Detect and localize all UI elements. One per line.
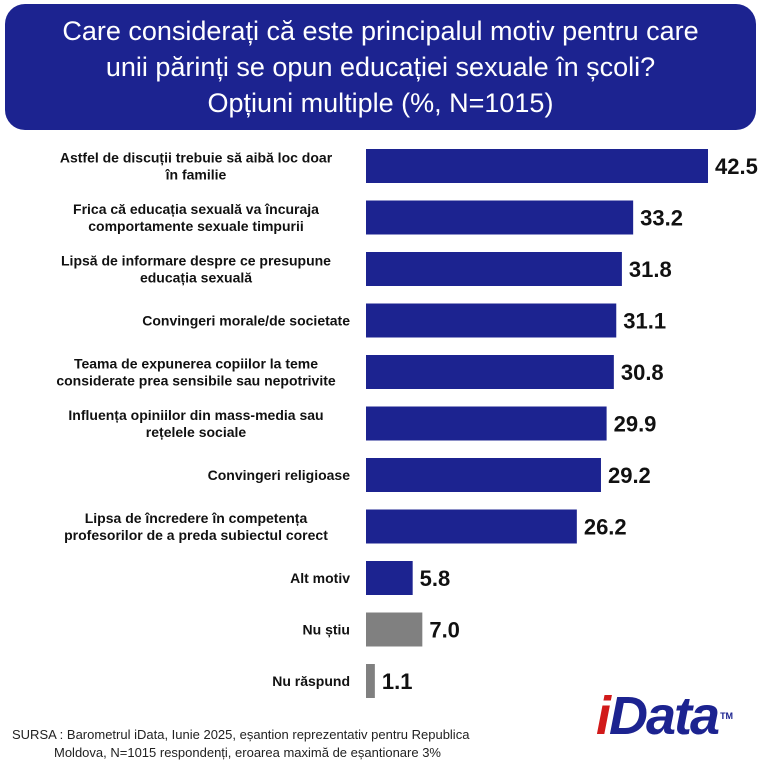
category-label-8: Lipsa de încredere în competența profesor… — [64, 510, 328, 543]
bar-5 — [366, 355, 614, 389]
category-label-5: Teama de expunerea copiilor la teme consi… — [56, 356, 336, 389]
chart-title-line-3: Opțiuni multiple (%, N=1015) — [207, 88, 554, 118]
category-label-11: Nu răspund — [272, 673, 350, 689]
logo-letter-i: i — [596, 686, 611, 746]
source-line-1: SURSA : Barometrul iData, Iunie 2025, eș… — [12, 727, 470, 742]
category-label-2: Frica că educația sexuală va încuraja com… — [73, 201, 319, 234]
chart-title-line-1: Care considerați că este principalul mot… — [62, 16, 699, 46]
bar-value-label-11: 1.1 — [382, 669, 413, 694]
bar-value-label-5: 30.8 — [621, 360, 664, 385]
bar-value-label-7: 29.2 — [608, 463, 651, 488]
bar-4 — [366, 303, 617, 338]
category-label-4: Convingeri morale/de societate — [142, 313, 350, 329]
category-label-1: Astfel de discuții trebuie să aibă loc d… — [60, 150, 333, 183]
category-label-7: Convingeri religioase — [208, 467, 351, 483]
chart-title-line-2: unii părinți se opun educației sexuale î… — [105, 52, 656, 82]
bar-6 — [366, 406, 607, 441]
bar-value-label-1: 42.5 — [715, 154, 758, 179]
source-note: SURSA : Barometrul iData, Iunie 2025, eș… — [12, 726, 572, 762]
bar-1 — [366, 149, 708, 183]
bar-value-label-8: 26.2 — [584, 515, 627, 540]
bar-value-label-9: 5.8 — [420, 566, 451, 591]
chart-title: Care considerați că este principalul mot… — [5, 4, 756, 130]
bar-11 — [366, 664, 375, 698]
category-label-3: Lipsă de informare despre ce presupune ed… — [61, 253, 331, 286]
idata-logo: iData TM — [596, 686, 733, 746]
bar-value-label-10: 7.0 — [429, 618, 460, 643]
bar-8 — [366, 509, 577, 544]
bar-3 — [366, 252, 622, 286]
source-line-2: Moldova, N=1015 respondenți, eroarea max… — [54, 745, 441, 760]
logo-letters-data: Data — [609, 686, 720, 746]
bar-value-label-4: 31.1 — [623, 309, 666, 334]
bar-2 — [366, 200, 634, 235]
bar-10 — [366, 612, 423, 647]
bar-value-label-2: 33.2 — [640, 206, 683, 231]
bar-value-label-6: 29.9 — [614, 412, 657, 437]
bar-9 — [366, 561, 413, 595]
category-label-10: Nu știu — [303, 622, 350, 638]
category-label-6: Influența opiniilor din mass-media sau re… — [68, 407, 323, 440]
bar-value-label-3: 31.8 — [629, 257, 672, 282]
logo-trademark: TM — [720, 711, 734, 721]
bar-7 — [366, 458, 601, 492]
category-label-9: Alt motiv — [290, 570, 350, 586]
